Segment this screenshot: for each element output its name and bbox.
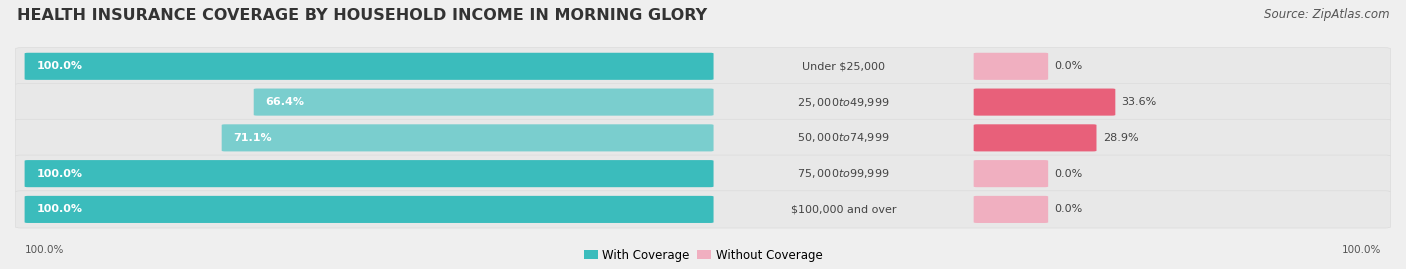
Text: 28.9%: 28.9% <box>1102 133 1139 143</box>
Text: HEALTH INSURANCE COVERAGE BY HOUSEHOLD INCOME IN MORNING GLORY: HEALTH INSURANCE COVERAGE BY HOUSEHOLD I… <box>17 8 707 23</box>
FancyBboxPatch shape <box>973 160 1049 187</box>
FancyBboxPatch shape <box>222 124 714 151</box>
Text: 0.0%: 0.0% <box>1054 61 1083 71</box>
FancyBboxPatch shape <box>15 119 1391 157</box>
FancyBboxPatch shape <box>25 160 714 187</box>
FancyBboxPatch shape <box>15 155 1391 192</box>
Text: 71.1%: 71.1% <box>233 133 273 143</box>
Text: 0.0%: 0.0% <box>1054 169 1083 179</box>
Text: $75,000 to $99,999: $75,000 to $99,999 <box>797 167 890 180</box>
Text: 33.6%: 33.6% <box>1122 97 1157 107</box>
Text: 66.4%: 66.4% <box>266 97 305 107</box>
Text: 100.0%: 100.0% <box>37 169 83 179</box>
Text: Source: ZipAtlas.com: Source: ZipAtlas.com <box>1264 8 1389 21</box>
FancyBboxPatch shape <box>15 83 1391 121</box>
Text: 100.0%: 100.0% <box>37 204 83 214</box>
FancyBboxPatch shape <box>973 124 1097 151</box>
FancyBboxPatch shape <box>25 53 714 80</box>
FancyBboxPatch shape <box>973 89 1115 116</box>
FancyBboxPatch shape <box>25 196 714 223</box>
Text: 100.0%: 100.0% <box>37 61 83 71</box>
Text: $50,000 to $74,999: $50,000 to $74,999 <box>797 131 890 144</box>
Text: Under $25,000: Under $25,000 <box>801 61 886 71</box>
FancyBboxPatch shape <box>15 48 1391 85</box>
Text: $100,000 and over: $100,000 and over <box>790 204 897 214</box>
FancyBboxPatch shape <box>973 196 1049 223</box>
FancyBboxPatch shape <box>253 89 714 116</box>
Text: 100.0%: 100.0% <box>25 245 65 255</box>
Text: 100.0%: 100.0% <box>1341 245 1381 255</box>
Text: $25,000 to $49,999: $25,000 to $49,999 <box>797 95 890 109</box>
Legend: With Coverage, Without Coverage: With Coverage, Without Coverage <box>583 249 823 262</box>
FancyBboxPatch shape <box>973 53 1049 80</box>
Text: 0.0%: 0.0% <box>1054 204 1083 214</box>
FancyBboxPatch shape <box>15 191 1391 228</box>
